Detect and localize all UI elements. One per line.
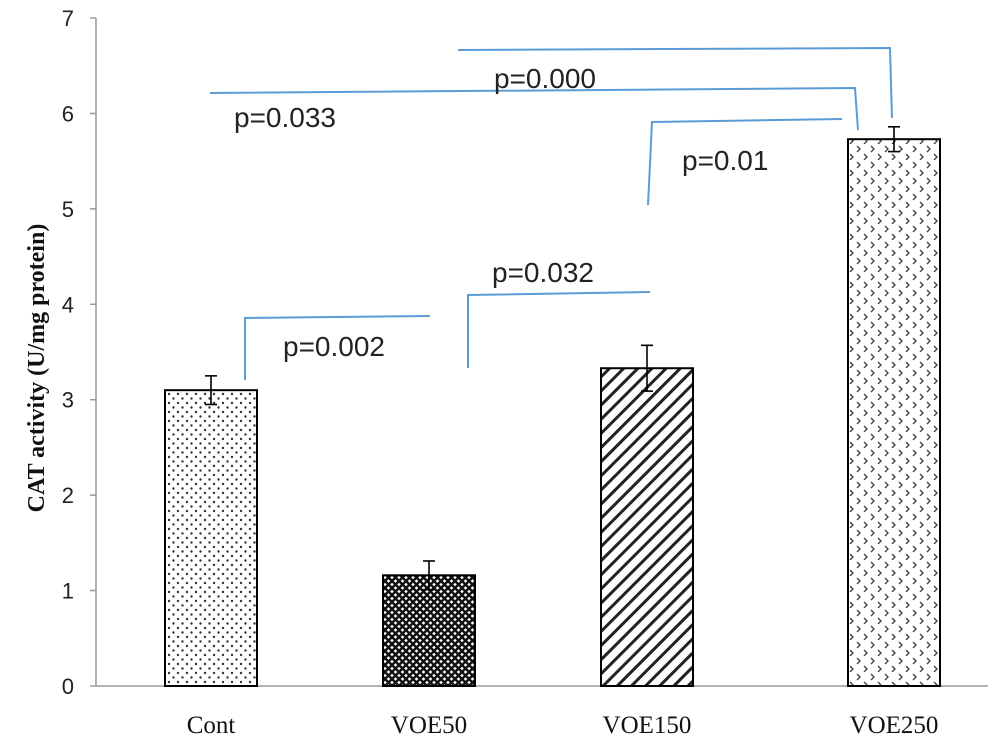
p-value-label: p=0.002 [283,331,385,362]
bracket-line [457,46,893,119]
bracket-line [244,315,431,380]
significance-bracket: p=0.002 [244,315,431,380]
bracket-line [467,291,651,368]
bracket-line [209,86,859,131]
category-label: Cont [187,712,236,739]
significance-annotations: p=0.002 p=0.032 p=0.01 p=0.033 p=0.000 [209,46,893,380]
significance-bracket: p=0.01 [647,118,843,206]
error-bar-voe50 [423,560,435,591]
significance-bracket: p=0.000 [457,46,893,119]
category-labels: Cont VOE50 VOE150 VOE250 [187,712,939,739]
bars [164,138,941,688]
p-value-label: p=0.01 [682,145,768,176]
category-label: VOE150 [603,712,692,739]
category-label: VOE50 [391,712,467,739]
y-tick-label: 5 [62,197,74,222]
y-tick-label: 6 [62,101,74,126]
bar-voe250 [847,138,941,688]
category-label: VOE250 [850,712,939,739]
y-tick-label: 7 [62,6,74,31]
y-tick-label: 3 [62,388,74,413]
y-tick-label: 4 [62,292,74,317]
y-tick-label: 0 [62,674,74,699]
bar-voe150 [600,367,694,687]
bar-voe50 [382,574,476,687]
bracket-line [647,118,843,206]
p-value-label: p=0.032 [492,257,594,288]
significance-bracket: p=0.032 [467,257,651,368]
error-bar-voe250 [888,125,900,153]
y-axis-title: CAT activity (U/mg protein) [24,224,50,513]
error-bars [205,125,900,591]
error-bar-cont [205,375,217,406]
significance-bracket: p=0.033 [209,86,859,133]
p-value-label: p=0.000 [494,63,596,94]
error-bar-voe150 [641,344,653,392]
bar-cont [164,389,258,687]
y-tick-label: 1 [62,579,74,604]
y-tick-label: 2 [62,483,74,508]
y-axis-ticks: 0 1 2 3 4 5 6 7 [62,6,96,699]
p-value-label: p=0.033 [234,102,336,133]
